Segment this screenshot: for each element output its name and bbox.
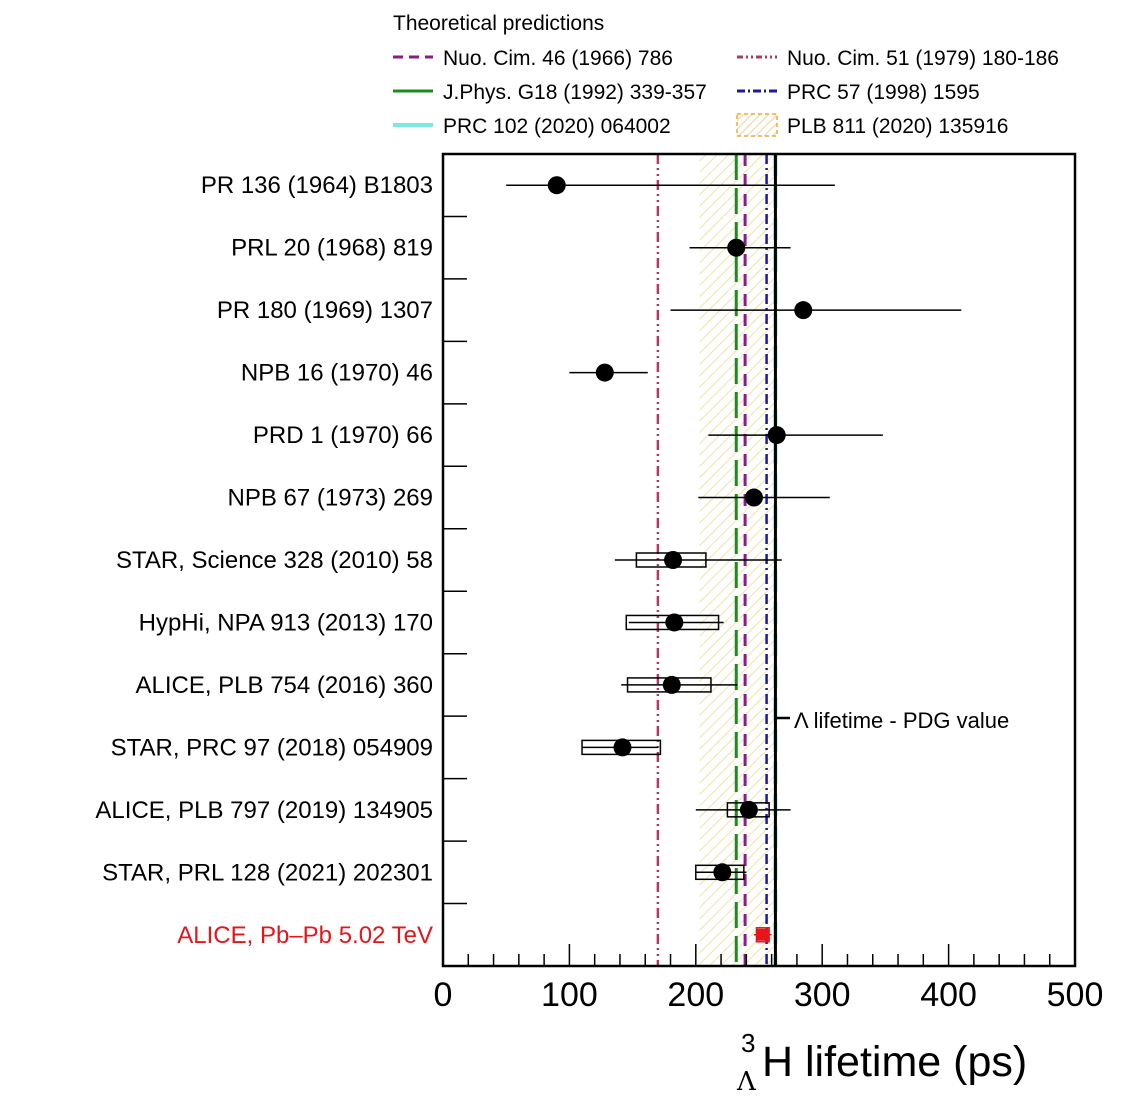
syst-error-box [755,927,770,943]
row-label: HypHi, NPA 913 (2013) 170 [139,609,433,636]
data-point [756,928,769,941]
data-point [665,613,684,632]
data-point [767,426,786,445]
data-point [713,863,732,882]
plot-frame [441,152,1077,968]
pdg-annotation: Λ lifetime - PDG value [775,708,1009,733]
row-label: PRL 20 (1968) 819 [231,235,433,262]
measurement-row: NPB 67 (1973) 269 [228,485,830,512]
row-label: ALICE, Pb–Pb 5.02 TeV [177,922,433,949]
data-point [613,738,632,757]
measurement-row: PR 136 (1964) B1803 [201,172,835,199]
legend-label: Nuo. Cim. 51 (1979) 180-186 [787,47,1059,70]
legend-entry: Nuo. Cim. 46 (1966) 786 [393,47,673,70]
measurement-row: PRL 20 (1968) 819 [231,235,791,262]
x-axis-title-main: H lifetime (ps) [762,1038,1027,1086]
legend-entry: PLB 811 (2020) 135916 [736,113,1008,138]
row-label: NPB 67 (1973) 269 [228,485,433,512]
row-label: PR 180 (1969) 1307 [217,297,433,324]
row-label: PRD 1 (1970) 66 [253,422,433,449]
row-label: NPB 16 (1970) 46 [241,360,433,387]
x-tick-label: 400 [920,976,977,1014]
legend-swatch [736,113,778,137]
legend-label: PLB 811 (2020) 135916 [787,115,1008,138]
measurement-row: STAR, Science 328 (2010) 58 [116,547,782,574]
data-point [595,363,614,382]
data-point [794,301,813,320]
x-axis-title-superscript: 3 [741,1028,755,1058]
data-point [744,488,763,507]
legend: Theoretical predictions Nuo. Cim. 46 (19… [393,12,1059,138]
measurement-rows: PR 136 (1964) B1803 PRL 20 (1968) 819 PR 1… [95,172,962,949]
x-axis-title: 3 Λ H lifetime (ps) [736,1028,1027,1097]
measurement-row: STAR, PRL 128 (2021) 202301 [102,859,747,886]
x-tick-label: 300 [794,976,851,1014]
x-tick-label: 500 [1047,976,1104,1014]
data-point [547,176,566,195]
measurement-row: NPB 16 (1970) 46 [241,360,648,387]
measurement-row: PRD 1 (1970) 66 [253,422,883,449]
row-label: ALICE, PLB 754 (2016) 360 [135,672,433,699]
legend-label: PRC 102 (2020) 064002 [443,115,671,138]
x-tick-label: 0 [434,976,453,1014]
measurement-row: ALICE, Pb–Pb 5.02 TeV [177,922,772,949]
legend-label: J.Phys. G18 (1992) 339-357 [443,81,707,104]
x-axis: 0 100 200 300 400 500 [434,944,1104,1014]
pdg-label: Λ lifetime - PDG value [794,708,1009,733]
row-label: STAR, Science 328 (2010) 58 [116,547,433,574]
data-point [664,551,683,569]
measurement-row: PR 180 (1969) 1307 [217,297,962,324]
measurement-row: ALICE, PLB 754 (2016) 360 [135,672,738,699]
legend-entry: J.Phys. G18 (1992) 339-357 [393,81,707,104]
legend-entry: PRC 57 (1998) 1595 [737,81,980,104]
legend-label: Nuo. Cim. 46 (1966) 786 [443,47,673,70]
row-label: PR 136 (1964) B1803 [201,172,433,199]
measurement-row: HypHi, NPA 913 (2013) 170 [139,609,724,636]
legend-entry: Nuo. Cim. 51 (1979) 180-186 [737,47,1059,70]
data-point [727,238,746,257]
x-axis-title-subscript: Λ [736,1067,757,1097]
row-label: STAR, PRC 97 (2018) 054909 [111,734,433,761]
data-point [739,800,758,819]
x-tick-label: 100 [541,976,598,1014]
legend-entry: PRC 102 (2020) 064002 [393,115,671,138]
data-point [662,675,681,694]
row-label: STAR, PRL 128 (2021) 202301 [102,859,433,886]
row-label: ALICE, PLB 797 (2019) 134905 [95,797,433,824]
measurement-row: STAR, PRC 97 (2018) 054909 [111,734,662,761]
legend-title: Theoretical predictions [393,12,604,35]
measurement-row: ALICE, PLB 797 (2019) 134905 [95,797,791,824]
x-tick-label: 200 [667,976,724,1014]
legend-label: PRC 57 (1998) 1595 [787,81,980,104]
